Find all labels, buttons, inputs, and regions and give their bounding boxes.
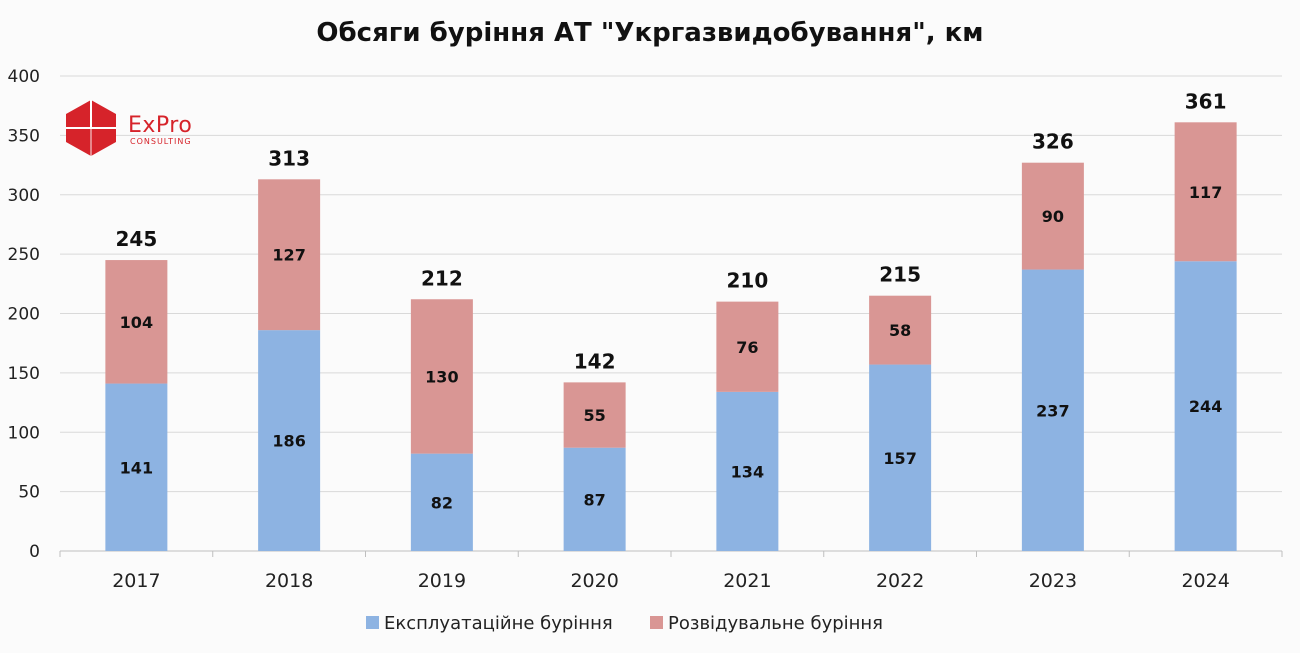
gridlines — [59, 75, 1283, 557]
data-label-exploration: 127 — [272, 246, 305, 265]
x-tick-label: 2021 — [723, 570, 771, 592]
legend-swatch-exploitation — [366, 616, 379, 629]
y-tick-label: 150 — [8, 364, 40, 384]
x-tick-label: 2020 — [570, 570, 618, 592]
x-tick-label: 2017 — [112, 570, 160, 592]
data-label-total: 142 — [574, 349, 616, 373]
x-tick-label: 2019 — [418, 570, 466, 592]
data-label-exploitation: 157 — [883, 449, 916, 468]
data-label-exploitation: 87 — [583, 490, 605, 509]
data-label-exploration: 90 — [1042, 207, 1064, 226]
data-label-total: 210 — [727, 269, 769, 293]
data-label-total: 326 — [1032, 130, 1074, 154]
data-label-total: 215 — [879, 263, 921, 287]
x-axis-ticks: 2017 2018 2019 2020 2021 2022 2023 2024 — [112, 570, 1230, 592]
bar-exploitation — [1174, 261, 1237, 551]
logo-wordmark: ExPro — [128, 113, 192, 138]
bar-exploitation — [258, 330, 321, 551]
bar-exploration — [105, 260, 168, 384]
x-tick-label: 2024 — [1181, 570, 1229, 592]
data-label-exploration: 58 — [889, 321, 911, 340]
y-tick-label: 50 — [18, 483, 40, 503]
data-label-exploitation: 82 — [431, 493, 453, 512]
bar-exploration — [869, 295, 932, 365]
x-tick-label: 2018 — [265, 570, 313, 592]
data-label-exploration: 104 — [120, 313, 153, 332]
chart-title: Обсяги буріння АТ "Укргазвидобування", к… — [316, 18, 984, 48]
bar-exploitation — [869, 364, 932, 551]
y-tick-label: 100 — [8, 423, 40, 443]
bar-exploration — [1021, 162, 1084, 270]
y-tick-label: 250 — [8, 245, 40, 265]
bar-exploitation — [105, 383, 168, 551]
legend-label-exploitation: Експлуатаційне буріння — [384, 613, 613, 634]
legend-swatch-exploration — [650, 616, 663, 629]
bar-exploration — [1174, 122, 1237, 262]
x-tick-label: 2023 — [1029, 570, 1077, 592]
bars — [105, 122, 1237, 551]
bar-exploration — [563, 382, 626, 448]
data-label-exploration: 130 — [425, 367, 458, 386]
y-tick-label: 300 — [8, 186, 40, 206]
x-tick-label: 2022 — [876, 570, 924, 592]
data-labels: 141 104 245 186 127 313 82 130 212 87 55 142 134 76 21… — [116, 89, 1227, 512]
data-label-exploitation: 237 — [1036, 401, 1069, 420]
y-axis-ticks: 0 50 100 150 200 250 300 350 400 — [8, 67, 40, 562]
data-label-exploration: 117 — [1189, 183, 1222, 202]
legend: Експлуатаційне буріння Розвідувальне бур… — [366, 613, 883, 634]
data-label-exploration: 76 — [736, 338, 758, 357]
expro-logo: ExPro CONSULTING — [66, 100, 192, 156]
y-tick-label: 0 — [29, 542, 40, 562]
data-label-total: 212 — [421, 266, 463, 290]
bar-exploitation — [1021, 269, 1084, 551]
data-label-exploitation: 186 — [272, 432, 305, 451]
bar-exploitation — [716, 391, 779, 551]
data-label-exploitation: 134 — [731, 462, 764, 481]
y-tick-label: 350 — [8, 126, 40, 146]
y-tick-label: 200 — [8, 305, 40, 325]
data-label-total: 361 — [1185, 89, 1227, 113]
bar-exploration — [410, 299, 473, 454]
bar-exploration — [716, 301, 779, 392]
bar-exploration — [258, 179, 321, 331]
data-label-exploitation: 244 — [1189, 397, 1222, 416]
logo-subtitle: CONSULTING — [130, 137, 192, 146]
data-label-total: 313 — [268, 146, 310, 170]
expro-cube-icon — [66, 100, 116, 156]
legend-label-exploration: Розвідувальне буріння — [668, 613, 883, 634]
y-tick-label: 400 — [8, 67, 40, 87]
bar-exploitation — [410, 453, 473, 551]
data-label-exploration: 55 — [583, 406, 605, 425]
data-label-exploitation: 141 — [120, 458, 153, 477]
bar-exploitation — [563, 447, 626, 551]
data-label-total: 245 — [116, 227, 158, 251]
